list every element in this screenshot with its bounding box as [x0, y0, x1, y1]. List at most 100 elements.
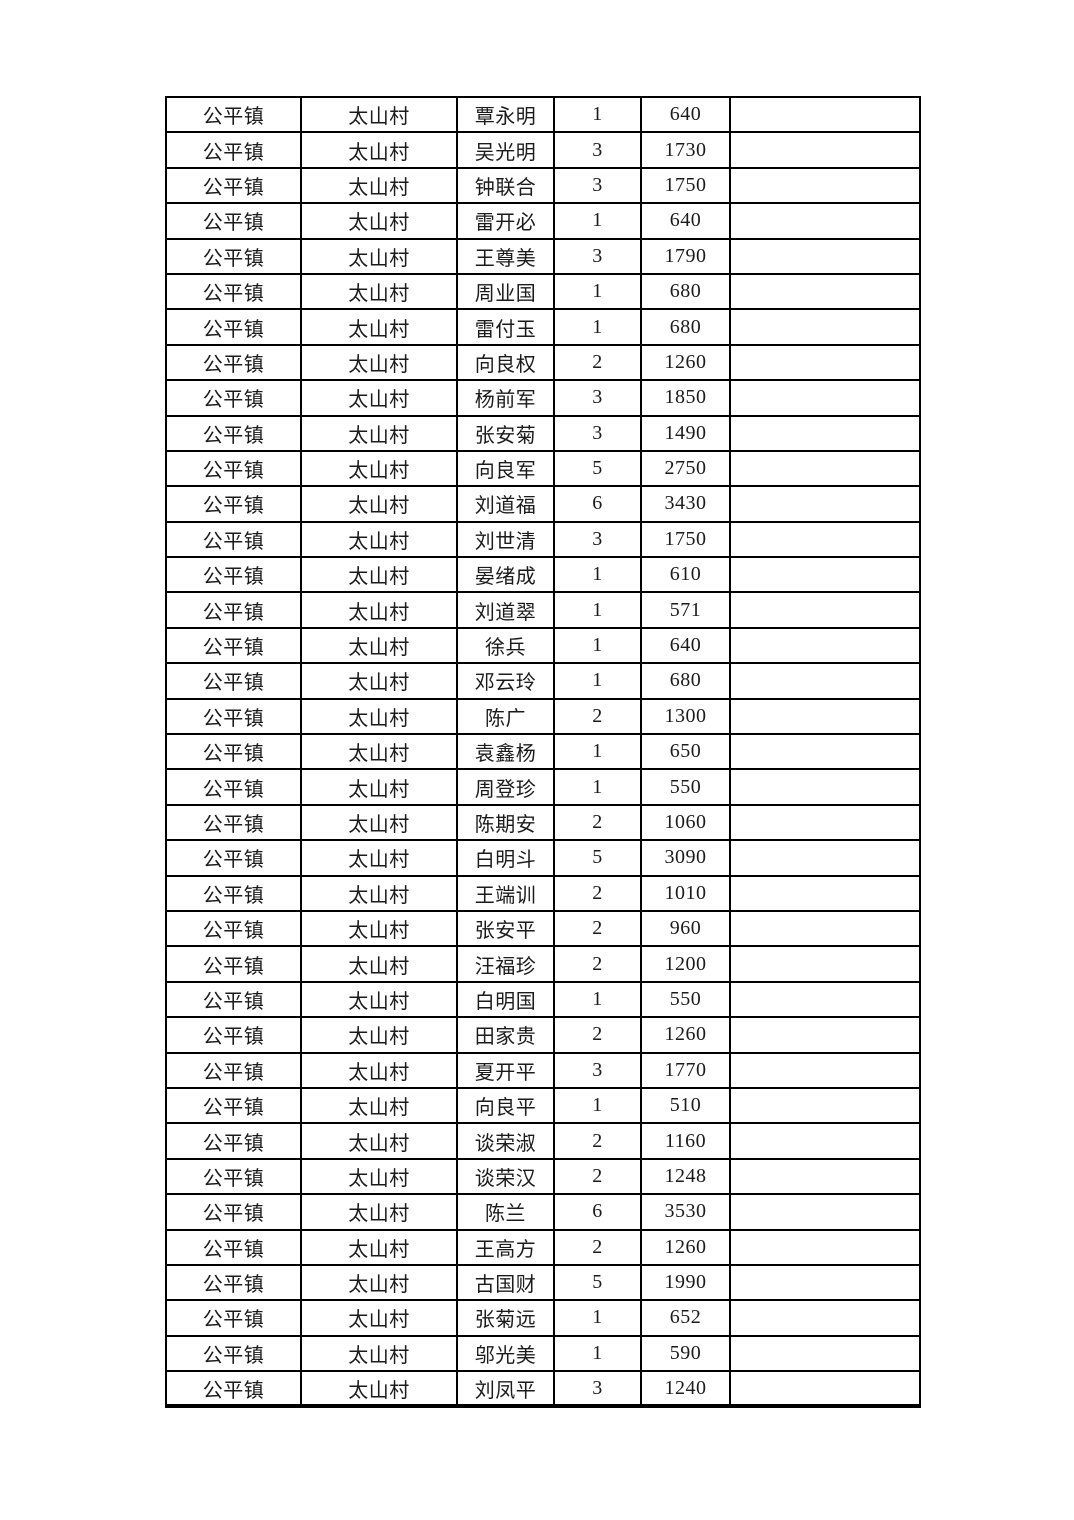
cell-amount: 640 — [640, 202, 731, 240]
cell-count: 1 — [553, 733, 642, 771]
cell-count: 2 — [553, 803, 642, 842]
cell-name: 谈荣汉 — [456, 1157, 555, 1196]
cell-village: 太山村 — [300, 556, 458, 594]
cell-name: 向良平 — [456, 1086, 555, 1125]
cell-amount: 1790 — [640, 237, 731, 275]
subsidy-table: 公平镇 太山村 覃永明 1 640 公平镇 太山村 吴光明 3 1730 公平镇 太山村 钟联合 3 175… — [165, 95, 921, 1409]
table-row: 公平镇 太山村 夏开平 3 1770 — [165, 1051, 921, 1089]
cell-name: 陈期安 — [456, 803, 555, 842]
cell-name: 白明斗 — [456, 839, 555, 877]
cell-note — [729, 343, 921, 382]
cell-count: 1 — [553, 95, 642, 134]
cell-village: 太山村 — [300, 874, 458, 912]
cell-name: 邬光美 — [456, 1334, 555, 1373]
cell-count: 3 — [553, 166, 642, 205]
cell-amount: 590 — [640, 1334, 731, 1373]
cell-note — [729, 803, 921, 842]
cell-town: 公平镇 — [165, 272, 302, 311]
table-row: 公平镇 太山村 晏绪成 1 610 — [165, 556, 921, 594]
cell-town: 公平镇 — [165, 909, 302, 948]
cell-town: 公平镇 — [165, 1086, 302, 1125]
cell-village: 太山村 — [300, 909, 458, 948]
cell-count: 6 — [553, 1193, 642, 1231]
cell-count: 3 — [553, 131, 642, 169]
cell-town: 公平镇 — [165, 95, 302, 134]
cell-name: 徐兵 — [456, 626, 555, 665]
cell-note — [729, 272, 921, 311]
cell-count: 1 — [553, 308, 642, 346]
cell-name: 王尊美 — [456, 237, 555, 275]
cell-amount: 1260 — [640, 1016, 731, 1054]
cell-note — [729, 414, 921, 452]
table-row: 公平镇 太山村 王端训 2 1010 — [165, 874, 921, 912]
cell-name: 晏绪成 — [456, 556, 555, 594]
cell-village: 太山村 — [300, 662, 458, 700]
table-row: 公平镇 太山村 张菊远 1 652 — [165, 1299, 921, 1337]
table-body: 公平镇 太山村 覃永明 1 640 公平镇 太山村 吴光明 3 1730 公平镇 太山村 钟联合 3 175… — [165, 95, 921, 1408]
cell-amount: 1260 — [640, 343, 731, 382]
table-row: 公平镇 太山村 汪福珍 2 1200 — [165, 945, 921, 983]
cell-name: 白明国 — [456, 980, 555, 1019]
cell-note — [729, 449, 921, 488]
cell-count: 1 — [553, 1334, 642, 1373]
cell-count: 1 — [553, 591, 642, 629]
table-row: 公平镇 太山村 白明国 1 550 — [165, 980, 921, 1019]
cell-amount: 550 — [640, 768, 731, 806]
cell-town: 公平镇 — [165, 379, 302, 417]
cell-amount: 680 — [640, 308, 731, 346]
cell-note — [729, 1016, 921, 1054]
cell-note — [729, 131, 921, 169]
table-row: 公平镇 太山村 钟联合 3 1750 — [165, 166, 921, 205]
cell-name: 吴光明 — [456, 131, 555, 169]
cell-count: 5 — [553, 839, 642, 877]
cell-note — [729, 1086, 921, 1125]
table-row: 公平镇 太山村 谈荣淑 2 1160 — [165, 1122, 921, 1160]
cell-town: 公平镇 — [165, 520, 302, 559]
cell-count: 2 — [553, 874, 642, 912]
cell-town: 公平镇 — [165, 1122, 302, 1160]
cell-name: 周登珍 — [456, 768, 555, 806]
cell-count: 1 — [553, 202, 642, 240]
cell-count: 2 — [553, 1122, 642, 1160]
cell-town: 公平镇 — [165, 874, 302, 912]
cell-name: 张安平 — [456, 909, 555, 948]
cell-amount: 1750 — [640, 520, 731, 559]
cell-note — [729, 95, 921, 134]
cell-name: 钟联合 — [456, 166, 555, 205]
cell-village: 太山村 — [300, 945, 458, 983]
cell-amount: 960 — [640, 909, 731, 948]
cell-name: 谈荣淑 — [456, 1122, 555, 1160]
cell-amount: 1240 — [640, 1370, 731, 1408]
cell-town: 公平镇 — [165, 1051, 302, 1089]
cell-town: 公平镇 — [165, 1193, 302, 1231]
cell-town: 公平镇 — [165, 662, 302, 700]
cell-village: 太山村 — [300, 803, 458, 842]
cell-count: 3 — [553, 379, 642, 417]
cell-name: 杨前军 — [456, 379, 555, 417]
cell-town: 公平镇 — [165, 485, 302, 523]
table-row: 公平镇 太山村 刘道福 6 3430 — [165, 485, 921, 523]
cell-amount: 1010 — [640, 874, 731, 912]
cell-village: 太山村 — [300, 202, 458, 240]
cell-town: 公平镇 — [165, 768, 302, 806]
cell-name: 田家贵 — [456, 1016, 555, 1054]
cell-count: 2 — [553, 909, 642, 948]
cell-village: 太山村 — [300, 1016, 458, 1054]
cell-town: 公平镇 — [165, 237, 302, 275]
cell-note — [729, 308, 921, 346]
table-row: 公平镇 太山村 陈兰 6 3530 — [165, 1193, 921, 1231]
cell-village: 太山村 — [300, 95, 458, 134]
cell-village: 太山村 — [300, 697, 458, 736]
table-row: 公平镇 太山村 谈荣汉 2 1248 — [165, 1157, 921, 1196]
cell-town: 公平镇 — [165, 131, 302, 169]
cell-village: 太山村 — [300, 166, 458, 205]
cell-village: 太山村 — [300, 626, 458, 665]
cell-note — [729, 1193, 921, 1231]
cell-count: 2 — [553, 945, 642, 983]
cell-town: 公平镇 — [165, 1016, 302, 1054]
cell-name: 张菊远 — [456, 1299, 555, 1337]
cell-name: 刘道福 — [456, 485, 555, 523]
table-row: 公平镇 太山村 周登珍 1 550 — [165, 768, 921, 806]
cell-count: 3 — [553, 1370, 642, 1408]
cell-town: 公平镇 — [165, 803, 302, 842]
